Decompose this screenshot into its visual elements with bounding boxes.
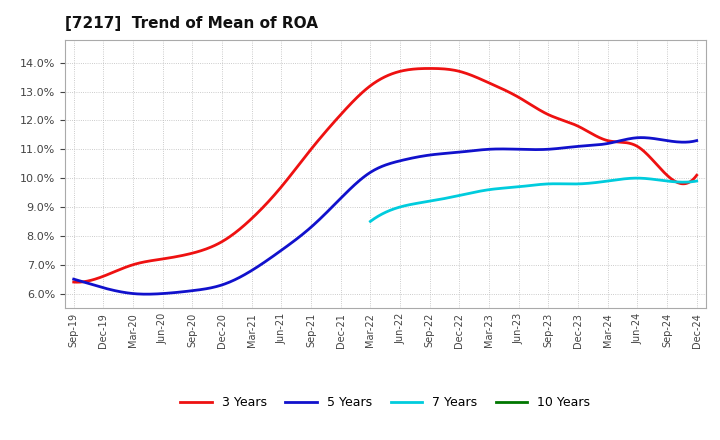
- 5 Years: [142, 292, 150, 297]
- 7 Years: [366, 219, 374, 224]
- 3 Years: [443, 66, 451, 72]
- 5 Years: [366, 169, 375, 175]
- 7 Years: [634, 176, 643, 181]
- Line: 5 Years: 5 Years: [73, 138, 697, 294]
- 5 Years: [637, 135, 646, 140]
- 3 Years: [680, 181, 688, 187]
- 3 Years: [408, 66, 416, 72]
- 7 Years: [560, 181, 569, 187]
- 5 Years: [408, 155, 416, 161]
- 3 Years: [69, 279, 78, 285]
- Text: [7217]  Trend of Mean of ROA: [7217] Trend of Mean of ROA: [65, 16, 318, 32]
- Line: 3 Years: 3 Years: [73, 69, 697, 282]
- 5 Years: [370, 167, 379, 172]
- 3 Years: [366, 83, 375, 88]
- 3 Years: [426, 66, 434, 71]
- 7 Years: [523, 183, 531, 188]
- 7 Years: [543, 181, 552, 187]
- Legend: 3 Years, 5 Years, 7 Years, 10 Years: 3 Years, 5 Years, 7 Years, 10 Years: [176, 392, 595, 414]
- 5 Years: [680, 139, 688, 145]
- 7 Years: [521, 183, 530, 189]
- 3 Years: [693, 172, 701, 178]
- 5 Years: [693, 138, 701, 143]
- 7 Years: [633, 176, 642, 181]
- 3 Years: [370, 80, 379, 85]
- Line: 7 Years: 7 Years: [370, 178, 697, 221]
- 7 Years: [685, 180, 694, 185]
- 5 Years: [69, 276, 78, 282]
- 3 Years: [73, 279, 82, 285]
- 7 Years: [693, 178, 701, 183]
- 5 Years: [581, 143, 590, 148]
- 3 Years: [582, 128, 591, 133]
- 5 Years: [441, 151, 450, 156]
